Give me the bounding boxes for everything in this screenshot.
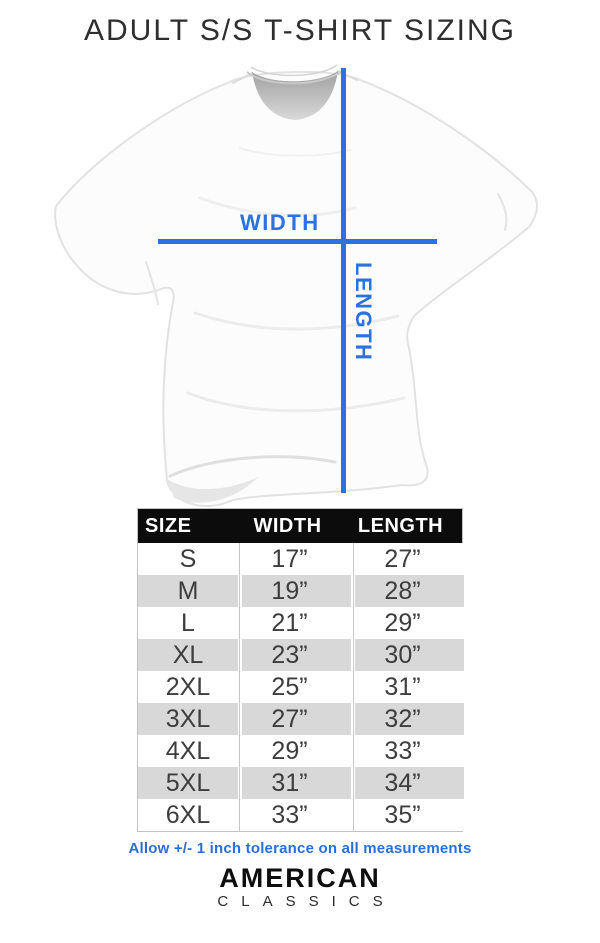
length-cell: 34” — [351, 767, 464, 799]
size-cell: M — [138, 575, 238, 607]
size-table-header: SIZE WIDTH LENGTH — [138, 509, 462, 543]
table-row-l: L 21” 29” — [138, 607, 464, 639]
length-measure-line — [341, 68, 346, 493]
collar-opening — [252, 71, 338, 120]
size-cell: 3XL — [138, 703, 238, 735]
size-cell: XL — [138, 639, 238, 671]
size-cell: 2XL — [138, 671, 238, 703]
header-length: LENGTH — [357, 514, 444, 537]
table-row-m: M 19” 28” — [138, 575, 464, 607]
length-cell: 28” — [351, 575, 464, 607]
size-table: SIZE WIDTH LENGTH S 17” 27” M 19” 28” L … — [137, 508, 464, 832]
table-row-xl: XL 23” 30” — [138, 639, 464, 671]
collar-band — [246, 69, 344, 85]
length-cell: 33” — [351, 735, 464, 767]
length-cell: 31” — [351, 671, 464, 703]
collar-rim — [250, 64, 338, 77]
tolerance-note: Allow +/- 1 inch tolerance on all measur… — [128, 840, 472, 857]
width-cell: 19” — [238, 575, 351, 607]
column-separator — [353, 543, 354, 831]
size-cell: 4XL — [138, 735, 238, 767]
brand-name-classics: CLASSICS — [217, 893, 396, 910]
page-title: ADULT S/S T-SHIRT SIZING — [84, 14, 516, 47]
header-size: SIZE — [145, 514, 192, 537]
column-separator — [239, 543, 240, 831]
tshirt-body — [54, 71, 538, 508]
width-cell: 21” — [238, 607, 351, 639]
size-cell: L — [138, 607, 238, 639]
width-cell: 23” — [238, 639, 351, 671]
table-row-2xl: 2XL 25” 31” — [138, 671, 464, 703]
hem-fold-shadow — [167, 477, 258, 503]
header-width: WIDTH — [253, 514, 322, 537]
length-cell: 35” — [351, 799, 464, 831]
size-cell: 6XL — [138, 799, 238, 831]
table-row-6xl: 6XL 33” 35” — [138, 799, 464, 831]
length-cell: 27” — [351, 543, 464, 575]
size-table-body: S 17” 27” M 19” 28” L 21” 29” XL 23” 30”… — [138, 543, 464, 831]
length-cell: 30” — [351, 639, 464, 671]
length-cell: 29” — [351, 607, 464, 639]
table-row-s: S 17” 27” — [138, 543, 464, 575]
tshirt-image — [54, 64, 538, 508]
length-label: LENGTH — [351, 262, 376, 362]
width-cell: 33” — [238, 799, 351, 831]
table-row-5xl: 5XL 31” 34” — [138, 767, 464, 799]
width-cell: 31” — [238, 767, 351, 799]
table-row-4xl: 4XL 29” 33” — [138, 735, 464, 767]
length-cell: 32” — [351, 703, 464, 735]
brand-logo: AMERICAN CLASSICS — [0, 863, 600, 910]
table-row-3xl: 3XL 27” 32” — [138, 703, 464, 735]
width-measure-line — [158, 239, 437, 244]
width-cell: 27” — [238, 703, 351, 735]
width-cell: 25” — [238, 671, 351, 703]
size-cell: 5XL — [138, 767, 238, 799]
width-cell: 17” — [238, 543, 351, 575]
size-cell: S — [138, 543, 238, 575]
width-label: WIDTH — [240, 210, 320, 235]
shirt-diagram: WIDTH LENGTH — [0, 58, 600, 508]
tshirt-wrinkles — [145, 70, 508, 478]
width-cell: 29” — [238, 735, 351, 767]
brand-name-american: AMERICAN — [219, 863, 381, 893]
